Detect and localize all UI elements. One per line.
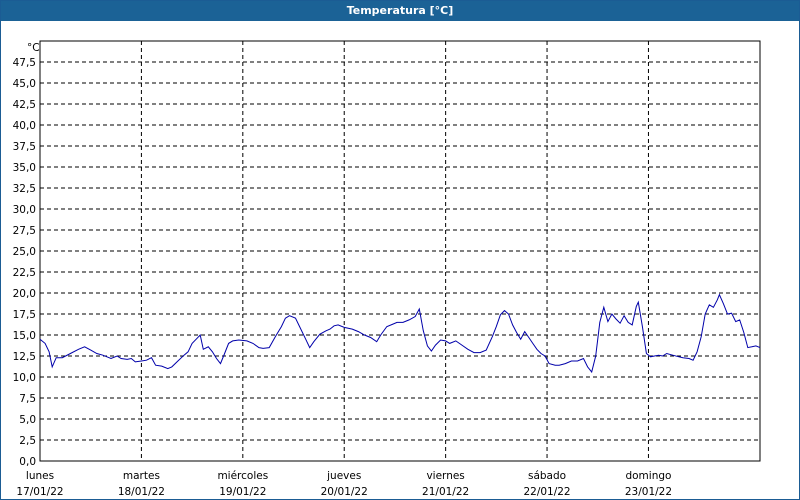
y-tick-label: 5,0	[19, 414, 36, 426]
chart-title: Temperatura [°C]	[1, 1, 799, 21]
y-unit-label: °C	[27, 42, 40, 54]
x-tick-date-label: 19/01/22	[219, 486, 266, 498]
y-tick-label: 0,0	[19, 456, 36, 468]
x-tick-day-label: jueves	[326, 470, 361, 482]
x-tick-day-label: domingo	[625, 470, 671, 482]
y-tick-label: 45,0	[13, 78, 36, 90]
y-tick-label: 2,5	[19, 435, 36, 447]
y-tick-label: 27,5	[13, 225, 36, 237]
x-tick-day-label: sábado	[528, 470, 566, 482]
y-tick-label: 7,5	[19, 393, 36, 405]
y-tick-label: 47,5	[13, 57, 36, 69]
temperature-chart: 0,0 2,5 5,0 7,5 10,0 12,5 15,0 17,5 20,0 22,5 25,0…	[13, 40, 761, 498]
y-tick-label: 17,5	[13, 309, 36, 321]
y-tick-label: 10,0	[13, 372, 36, 384]
y-tick-label: 25,0	[13, 246, 36, 258]
x-tick-date-label: 22/01/22	[523, 486, 570, 498]
x-tick-day-label: miércoles	[217, 470, 268, 482]
x-tick-day-label: martes	[123, 470, 160, 482]
x-tick-date-label: 17/01/22	[16, 486, 63, 498]
y-tick-label: 30,0	[13, 204, 36, 216]
temperature-line	[39, 293, 761, 374]
x-tick-date-label: 18/01/22	[118, 486, 165, 498]
x-tick-date-label: 20/01/22	[321, 486, 368, 498]
y-tick-label: 20,0	[13, 288, 36, 300]
y-tick-label: 37,5	[13, 141, 36, 153]
y-tick-label: 42,5	[13, 99, 36, 111]
y-tick-label: 22,5	[13, 267, 36, 279]
y-tick-label: 32,5	[13, 183, 36, 195]
x-tick-day-label: viernes	[426, 470, 464, 482]
y-tick-label: 15,0	[13, 330, 36, 342]
x-tick-date-label: 21/01/22	[422, 486, 469, 498]
y-tick-label: 12,5	[13, 351, 36, 363]
y-tick-label: 40,0	[13, 120, 36, 132]
y-tick-label: 35,0	[13, 162, 36, 174]
x-tick-date-label: 23/01/22	[625, 486, 672, 498]
x-tick-day-label: lunes	[26, 470, 54, 482]
